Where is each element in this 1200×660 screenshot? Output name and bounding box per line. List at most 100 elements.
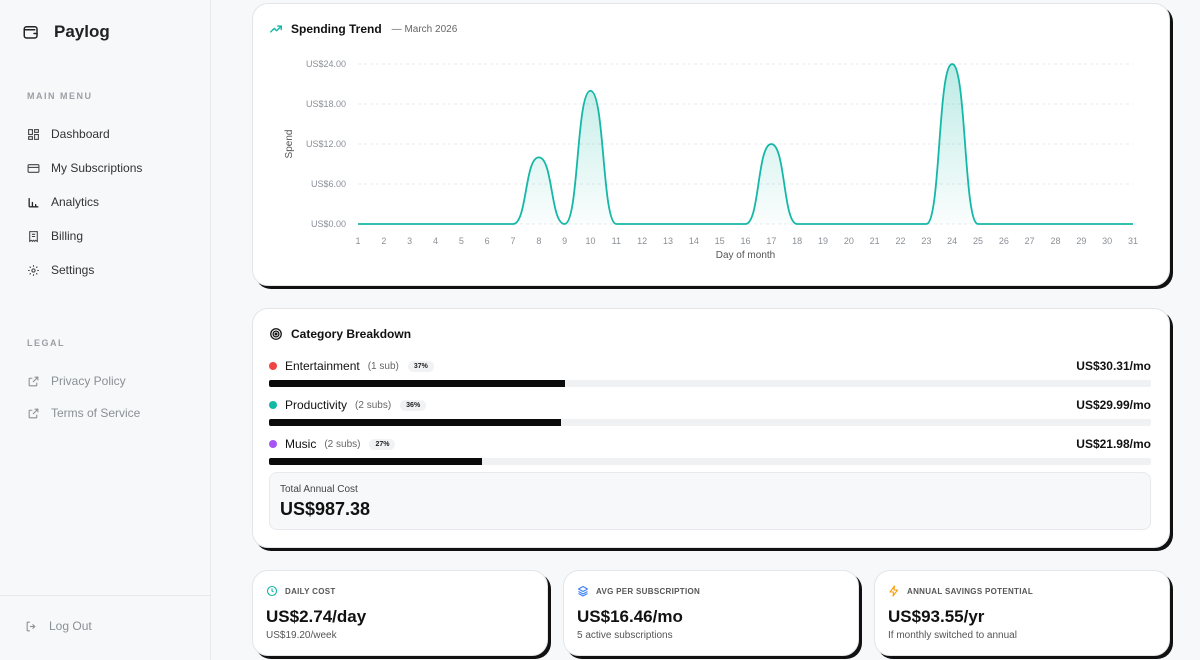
stat-title-text: AVG PER SUBSCRIPTION	[596, 586, 701, 596]
total-annual-cost-label: Total Annual Cost	[280, 484, 358, 495]
stat-value: US$2.74/day	[266, 607, 367, 626]
x-tick-label: 9	[562, 236, 567, 246]
logout-button[interactable]: Log Out	[25, 619, 92, 633]
x-tick-label: 14	[689, 236, 699, 246]
privacy-policy-link[interactable]: Privacy Policy	[27, 374, 126, 388]
stat-title: AVG PER SUBSCRIPTION	[577, 585, 700, 597]
stat-title-text: DAILY COST	[285, 586, 336, 596]
x-tick-label: 11	[612, 236, 621, 246]
sidebar-item-dashboard[interactable]: Dashboard	[27, 127, 110, 141]
x-tick-label: 6	[485, 236, 490, 246]
total-annual-cost-value: US$987.38	[280, 499, 371, 519]
main-menu-label: MAIN MENU	[27, 91, 93, 101]
x-tick-label: 29	[1076, 236, 1086, 246]
series-area	[358, 64, 1133, 224]
bar-chart-icon	[28, 197, 39, 207]
gear-icon	[28, 264, 39, 276]
category-name: Entertainment	[285, 359, 360, 373]
x-tick-label: 2	[381, 236, 386, 246]
x-tick-label: 19	[818, 236, 828, 246]
sidebar-item-billing[interactable]: Billing	[27, 229, 83, 243]
sidebar-item-subscriptions[interactable]: My Subscriptions	[27, 161, 142, 175]
stat-title: DAILY COST	[266, 585, 336, 597]
spending-trend-subtitle: — March 2026	[391, 23, 458, 35]
terms-of-service-link[interactable]: Terms of Service	[27, 406, 140, 420]
external-link-icon	[28, 376, 39, 386]
y-tick-label: US$6.00	[311, 179, 346, 189]
sidebar-divider	[0, 595, 211, 596]
sidebar-item-label: Analytics	[51, 195, 100, 209]
category-row-music[interactable]: Music (2 subs) 27% US$21.98/mo	[269, 436, 1151, 466]
grid-icon	[28, 128, 39, 140]
category-subs: (2 subs)	[324, 438, 361, 450]
x-tick-label: 30	[1102, 236, 1112, 246]
stat-sub: 5 active subscriptions	[577, 630, 673, 641]
stat-title: ANNUAL SAVINGS POTENTIAL	[888, 585, 1033, 597]
category-row-productivity[interactable]: Productivity (2 subs) 36% US$29.99/mo	[269, 397, 1151, 427]
x-tick-label: 1	[355, 236, 360, 246]
category-bar-fill	[269, 458, 483, 465]
x-tick-label: 4	[433, 236, 438, 246]
sidebar-item-analytics[interactable]: Analytics	[27, 195, 99, 209]
series-line	[358, 63, 1133, 225]
category-pct-badge: 37%	[407, 360, 434, 372]
category-bar-track	[269, 458, 1151, 465]
category-color-dot	[269, 362, 277, 370]
target-icon	[270, 328, 282, 340]
category-subs: (2 subs)	[355, 399, 392, 411]
legal-label: LEGAL	[27, 338, 65, 348]
trending-up-icon	[270, 25, 282, 33]
category-color-dot	[269, 440, 277, 448]
category-row-entertainment[interactable]: Entertainment (1 sub) 37% US$30.31/mo	[269, 358, 1151, 388]
sidebar: Paylog MAIN MENU Dashboard My Subscripti…	[0, 0, 211, 660]
x-tick-label: 18	[792, 236, 802, 246]
x-axis-label: Day of month	[716, 250, 775, 261]
sidebar-item-settings[interactable]: Settings	[27, 263, 94, 277]
x-tick-label: 17	[766, 236, 776, 246]
brand[interactable]: Paylog	[22, 22, 110, 42]
stat-sub: US$19.20/week	[266, 630, 337, 641]
category-bar-fill	[269, 419, 561, 426]
y-tick-label: US$12.00	[306, 139, 346, 149]
y-tick-label: US$18.00	[306, 99, 346, 109]
x-tick-label: 20	[844, 236, 854, 246]
sidebar-item-label: Privacy Policy	[51, 374, 126, 388]
x-tick-label: 22	[895, 236, 905, 246]
layers-icon	[577, 585, 589, 597]
x-tick-label: 10	[585, 236, 595, 246]
x-tick-label: 24	[947, 236, 957, 246]
category-breakdown-header: Category Breakdown	[269, 327, 411, 341]
x-tick-label: 13	[663, 236, 673, 246]
total-annual-cost-box: Total Annual Cost US$987.38	[269, 472, 1151, 530]
x-tick-label: 12	[637, 236, 647, 246]
stat-title-text: ANNUAL SAVINGS POTENTIAL	[907, 586, 1034, 596]
x-tick-label: 15	[715, 236, 725, 246]
x-tick-label: 21	[870, 236, 880, 246]
logout-icon	[26, 621, 36, 631]
category-breakdown-title: Category Breakdown	[291, 327, 412, 341]
bolt-icon	[889, 585, 899, 597]
y-tick-label: US$0.00	[311, 219, 346, 229]
category-color-dot	[269, 401, 277, 409]
sidebar-item-label: Billing	[51, 229, 84, 243]
category-bar-track	[269, 380, 1151, 387]
y-tick-label: US$24.00	[306, 59, 346, 69]
stat-sub: If monthly switched to annual	[888, 630, 1017, 641]
avg-per-subscription-card: AVG PER SUBSCRIPTION US$16.46/mo 5 activ…	[563, 570, 859, 656]
sidebar-item-label: My Subscriptions	[51, 161, 143, 175]
category-subs: (1 sub)	[367, 360, 399, 372]
category-amount: US$30.31/mo	[1076, 359, 1151, 373]
sidebar-item-label: Dashboard	[51, 127, 110, 141]
card-icon	[27, 163, 40, 173]
logout-label: Log Out	[49, 619, 92, 633]
x-tick-label: 5	[459, 236, 464, 246]
external-link-icon	[28, 408, 39, 418]
sidebar-item-label: Terms of Service	[51, 406, 141, 420]
x-tick-label: 23	[921, 236, 931, 246]
x-tick-label: 28	[1050, 236, 1060, 246]
app-name: Paylog	[54, 22, 110, 41]
stat-value: US$93.55/yr	[888, 607, 985, 626]
category-bar-fill	[269, 380, 565, 387]
x-tick-label: 31	[1128, 236, 1138, 246]
category-name: Productivity	[285, 398, 348, 412]
